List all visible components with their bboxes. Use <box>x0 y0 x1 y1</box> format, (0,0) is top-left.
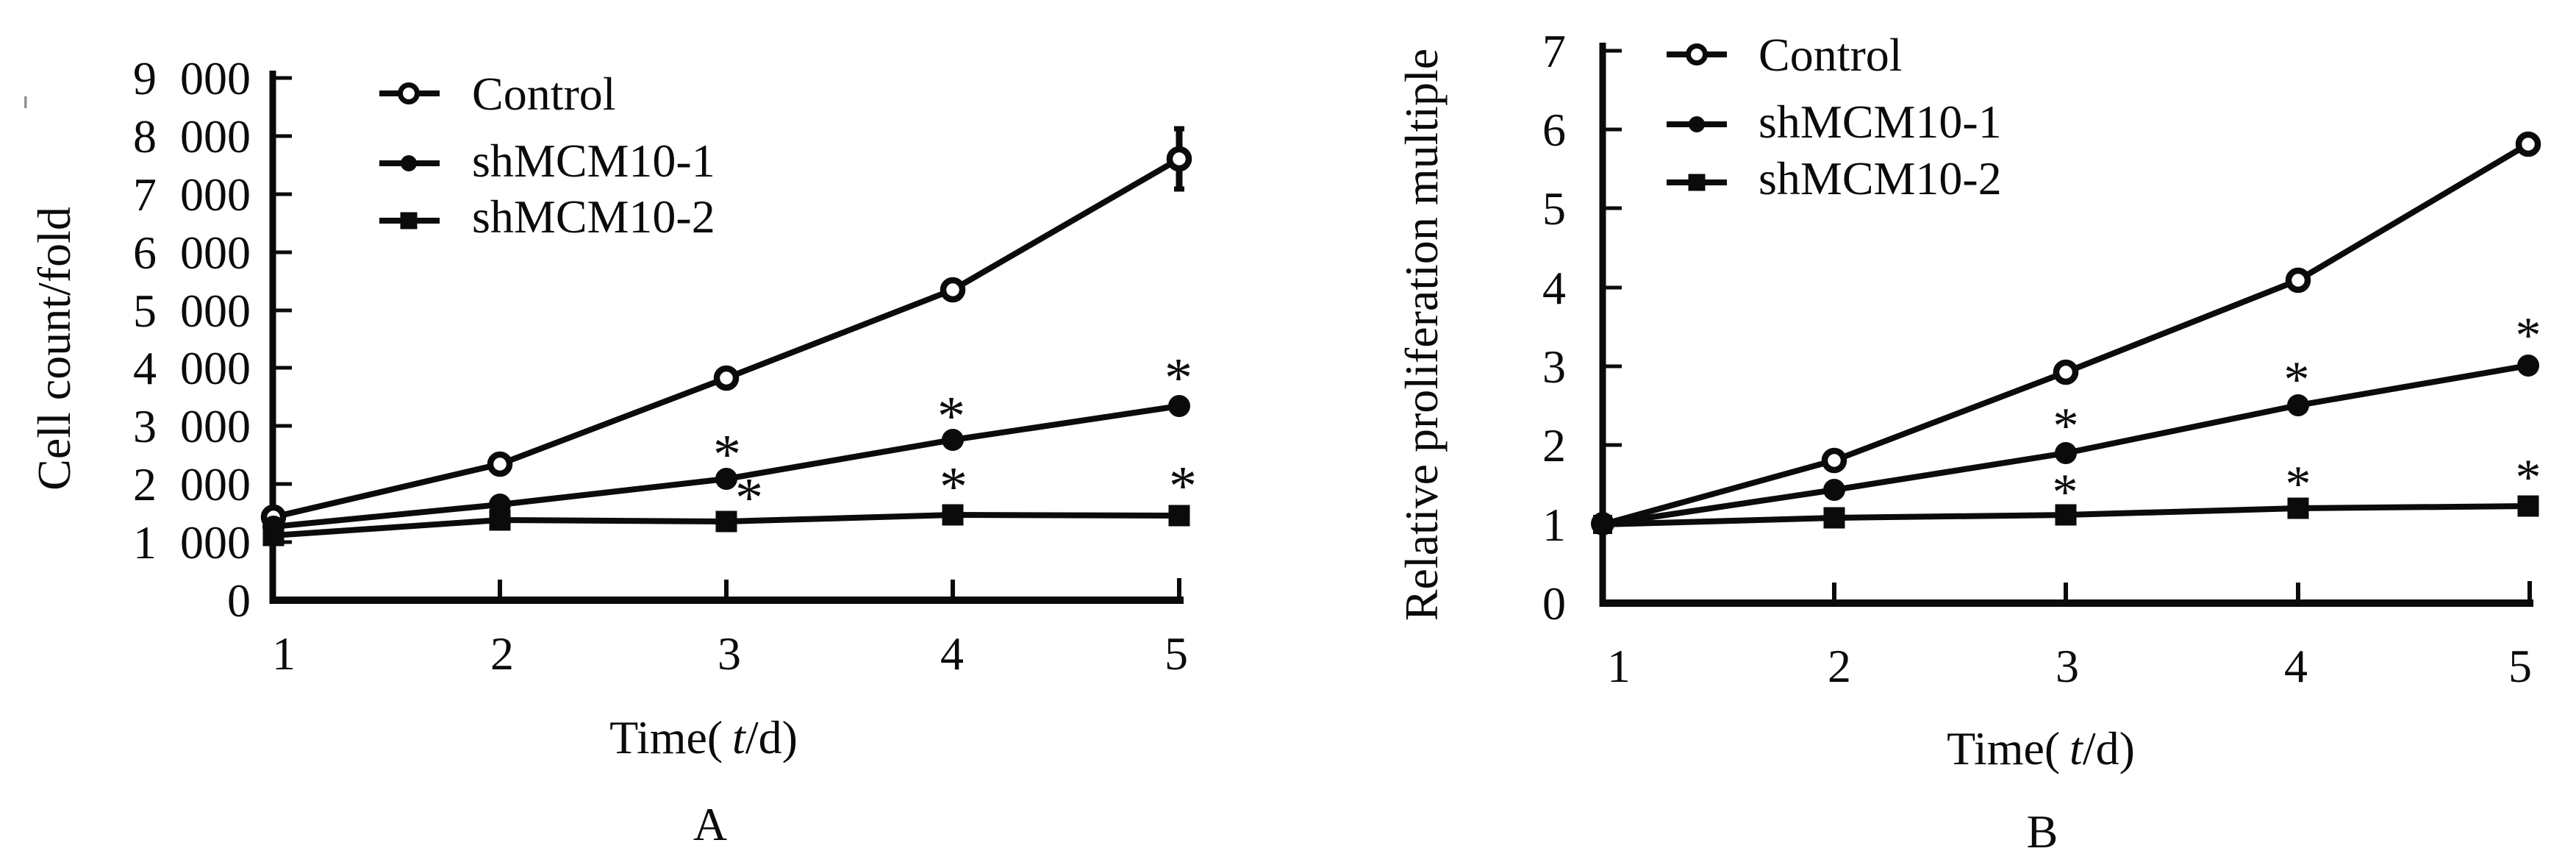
svg-text:shMCM10-2: shMCM10-2 <box>1759 152 2002 204</box>
svg-text:4: 4 <box>2284 640 2308 692</box>
svg-text:8 000: 8 000 <box>133 110 251 163</box>
svg-text:*: * <box>2286 456 2311 513</box>
svg-text:*: * <box>713 424 741 485</box>
svg-text:4 000: 4 000 <box>133 342 251 394</box>
svg-text:2: 2 <box>490 627 514 680</box>
svg-text:*: * <box>1169 455 1197 517</box>
svg-text:3: 3 <box>718 627 741 680</box>
svg-text:4: 4 <box>940 627 964 680</box>
svg-text:*: * <box>940 456 967 518</box>
svg-text:7: 7 <box>1542 25 1566 77</box>
svg-text:B: B <box>2027 805 2058 858</box>
svg-text:2 000: 2 000 <box>133 458 251 510</box>
svg-text:Control: Control <box>1759 29 1903 81</box>
svg-text:*: * <box>2516 307 2541 364</box>
svg-text:1: 1 <box>1542 499 1566 551</box>
svg-text:2: 2 <box>1828 640 1851 692</box>
svg-text:9 000: 9 000 <box>133 52 251 104</box>
svg-text:1: 1 <box>1607 640 1631 692</box>
svg-text:shMCM10-2: shMCM10-2 <box>472 191 715 243</box>
svg-text:*: * <box>1164 347 1192 409</box>
svg-text:5 000: 5 000 <box>133 285 251 337</box>
svg-text:*: * <box>937 385 965 447</box>
svg-text:2: 2 <box>1542 419 1566 471</box>
svg-text:4: 4 <box>1542 262 1566 314</box>
svg-text:Control: Control <box>472 68 616 120</box>
svg-text:Cell count/fold: Cell count/fold <box>28 207 80 491</box>
svg-text:5: 5 <box>1164 627 1188 680</box>
svg-text:0: 0 <box>227 574 251 627</box>
svg-text:3: 3 <box>2056 640 2079 692</box>
svg-text:*: * <box>2516 449 2541 506</box>
svg-text:5: 5 <box>2508 640 2532 692</box>
svg-text:Time( t/d): Time( t/d) <box>1947 722 2135 775</box>
svg-text:shMCM10-1: shMCM10-1 <box>1759 96 2002 148</box>
svg-text:*: * <box>2053 398 2079 455</box>
svg-text:5: 5 <box>1542 182 1566 235</box>
svg-text:7 000: 7 000 <box>133 168 251 221</box>
svg-text:6: 6 <box>1542 104 1566 156</box>
svg-text:3 000: 3 000 <box>133 400 251 452</box>
svg-text:Time( t/d): Time( t/d) <box>609 711 798 763</box>
svg-text:*: * <box>2284 352 2310 408</box>
svg-text:3: 3 <box>1542 341 1566 393</box>
svg-text:0: 0 <box>1542 577 1566 630</box>
svg-text:Relative proliferation multipl: Relative proliferation multiple <box>1395 49 1448 621</box>
svg-text:shMCM10-1: shMCM10-1 <box>472 135 715 187</box>
svg-text:6 000: 6 000 <box>133 227 251 279</box>
svg-text:*: * <box>2053 464 2078 521</box>
svg-text:1 000: 1 000 <box>133 516 251 569</box>
svg-text:*: * <box>735 467 763 529</box>
svg-text:1: 1 <box>272 627 296 680</box>
svg-text:A: A <box>693 798 727 850</box>
